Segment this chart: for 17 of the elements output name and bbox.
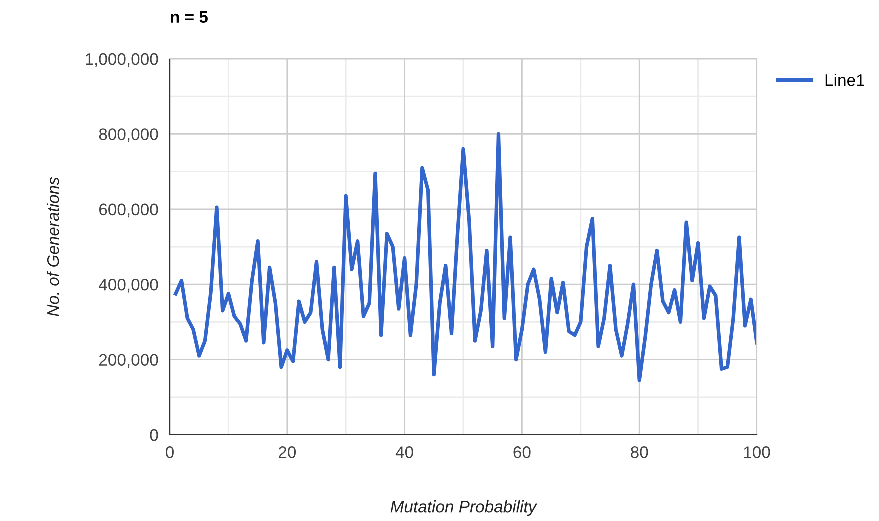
legend-label: Line1: [826, 74, 865, 86]
x-tick-label: 80: [631, 446, 648, 458]
x-tick-label: 0: [166, 446, 174, 458]
y-tick-label: 0: [150, 429, 158, 442]
line-series: [174, 132, 757, 382]
x-tick-label: 60: [514, 446, 531, 458]
y-tick-label: 400,000: [99, 279, 158, 293]
x-tick-label: 40: [396, 446, 414, 458]
chart-title: n = 5: [171, 11, 208, 24]
y-tick-label: 200,000: [99, 354, 158, 368]
y-axis-title: No. of Generations: [46, 177, 60, 316]
x-tick-label: 20: [278, 446, 296, 458]
y-tick-label: 600,000: [99, 204, 158, 218]
y-tick-label: 1,000,000: [86, 53, 158, 68]
y-tick-label: 800,000: [99, 128, 158, 142]
x-tick-label: 100: [744, 446, 770, 458]
x-axis-title: Mutation Probability: [390, 500, 538, 516]
